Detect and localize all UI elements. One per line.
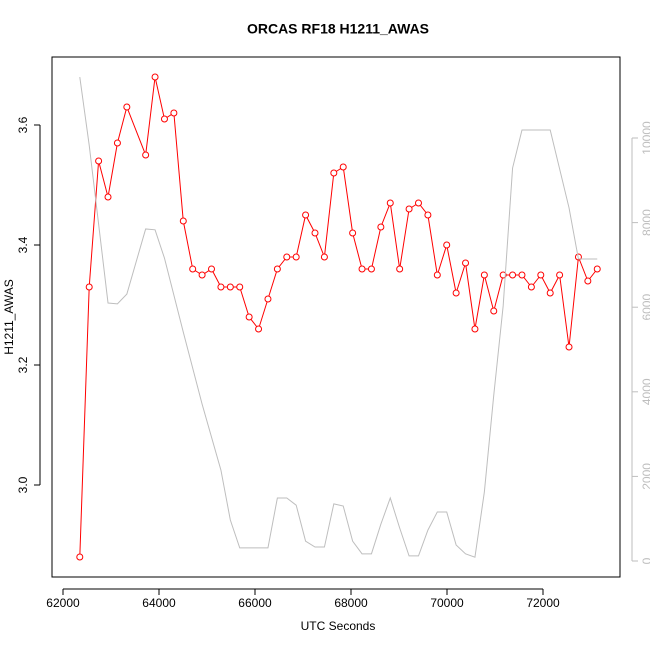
data-point (170, 109, 178, 117)
data-point (76, 553, 84, 561)
data-point (264, 295, 272, 303)
y-tick-label: 3.4 (16, 236, 30, 253)
chart-title: ORCAS RF18 H1211_AWAS (247, 21, 429, 37)
y2-tick-label: 4000 (640, 378, 650, 405)
data-point (377, 223, 385, 231)
data-point (95, 157, 103, 165)
data-point (593, 265, 601, 273)
data-point (471, 325, 479, 333)
data-point (208, 265, 216, 273)
y2-tick-label: 2000 (640, 463, 650, 490)
data-point (245, 313, 253, 321)
data-point (556, 271, 564, 279)
data-point (565, 343, 573, 351)
data-point (518, 271, 526, 279)
x-axis-label: UTC Seconds (301, 619, 376, 633)
y-axis-label: H1211_AWAS (2, 279, 16, 355)
data-point (142, 151, 150, 159)
data-point (292, 253, 300, 261)
data-point (499, 271, 507, 279)
data-point (198, 271, 206, 279)
data-point (462, 259, 470, 267)
y2-tick-label: 0 (640, 557, 650, 564)
data-point (367, 265, 375, 273)
data-point (358, 265, 366, 273)
data-point (330, 169, 338, 177)
data-point (320, 253, 328, 261)
data-point (339, 163, 347, 171)
data-point (123, 103, 131, 111)
data-point (546, 289, 554, 297)
data-point (283, 253, 291, 261)
data-point (490, 307, 498, 315)
data-point (386, 199, 394, 207)
x-tick-label: 62000 (46, 596, 80, 610)
series-line (79, 77, 598, 558)
data-point (509, 271, 517, 279)
data-point (584, 277, 592, 285)
y-tick-label: 3.0 (16, 476, 30, 493)
series-line (79, 76, 598, 558)
data-point (104, 193, 112, 201)
data-point (160, 115, 168, 123)
x-tick-label: 70000 (430, 596, 464, 610)
data-point (302, 211, 310, 219)
data-point (443, 241, 451, 249)
data-point (311, 229, 319, 237)
data-point (537, 271, 545, 279)
x-tick-label: 66000 (238, 596, 272, 610)
data-point (113, 139, 121, 147)
plot-frame (51, 56, 621, 578)
x-tick-label: 68000 (334, 596, 368, 610)
y2-tick-label: 10000 (640, 121, 650, 155)
y2-tick-label: 8000 (640, 209, 650, 236)
data-point (236, 283, 244, 291)
data-point (527, 283, 535, 291)
y-tick-label: 3.2 (16, 356, 30, 373)
data-point (151, 73, 159, 81)
x-tick-label: 64000 (142, 596, 176, 610)
data-point (424, 211, 432, 219)
data-point (226, 283, 234, 291)
data-point (433, 271, 441, 279)
y2-tick-label: 6000 (640, 294, 650, 321)
data-point (217, 283, 225, 291)
data-point (179, 217, 187, 225)
data-point (452, 289, 460, 297)
data-point (405, 205, 413, 213)
data-point (85, 283, 93, 291)
x-tick-label: 72000 (526, 596, 560, 610)
data-point (189, 265, 197, 273)
data-point (255, 325, 263, 333)
data-point (414, 199, 422, 207)
data-point (480, 271, 488, 279)
y-tick-label: 3.6 (16, 116, 30, 133)
data-point (349, 229, 357, 237)
data-point (396, 265, 404, 273)
data-point (273, 265, 281, 273)
